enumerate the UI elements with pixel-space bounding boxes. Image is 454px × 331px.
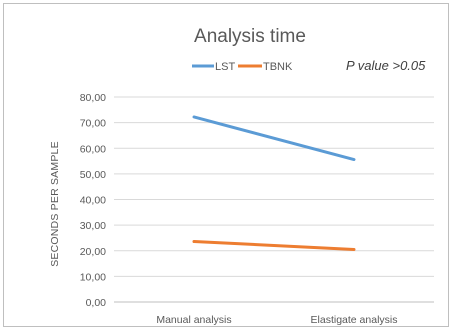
y-tick-label: 40,00: [80, 195, 106, 207]
y-tick-label: 20,00: [80, 246, 106, 258]
line-chart: Analysis time LST TBNK P value >0.05 SEC…: [49, 26, 434, 326]
x-tick-label: Elastigate analysis: [311, 314, 398, 326]
y-tick-label: 30,00: [80, 220, 106, 232]
chart-title: Analysis time: [194, 26, 306, 47]
y-tick-label: 80,00: [80, 92, 106, 104]
y-tick-label: 0,00: [86, 297, 107, 309]
chart-frame: Analysis time LST TBNK P value >0.05 SEC…: [3, 3, 449, 327]
y-axis-label: SECONDS PER SAMPLE: [49, 141, 61, 267]
x-axis-ticks: Manual analysis Elastigate analysis: [156, 314, 397, 326]
y-tick-label: 60,00: [80, 143, 106, 155]
y-tick-label: 70,00: [80, 118, 106, 130]
legend-label-tbnk: TBNK: [263, 61, 293, 73]
series-line-lst: [192, 115, 356, 162]
legend: LST TBNK: [192, 61, 293, 73]
series-lines: [192, 115, 356, 251]
y-tick-label: 50,00: [80, 169, 106, 181]
gridlines: [114, 96, 434, 303]
y-axis-ticks: 0,00 10,00 20,00 30,00 40,00 50,00 60,00 70,00 8…: [80, 92, 106, 309]
p-value-annotation: P value >0.05: [346, 58, 426, 73]
legend-label-lst: LST: [215, 61, 235, 73]
series-line-tbnk: [192, 240, 356, 251]
x-tick-label: Manual analysis: [156, 314, 231, 326]
y-tick-label: 10,00: [80, 271, 106, 283]
